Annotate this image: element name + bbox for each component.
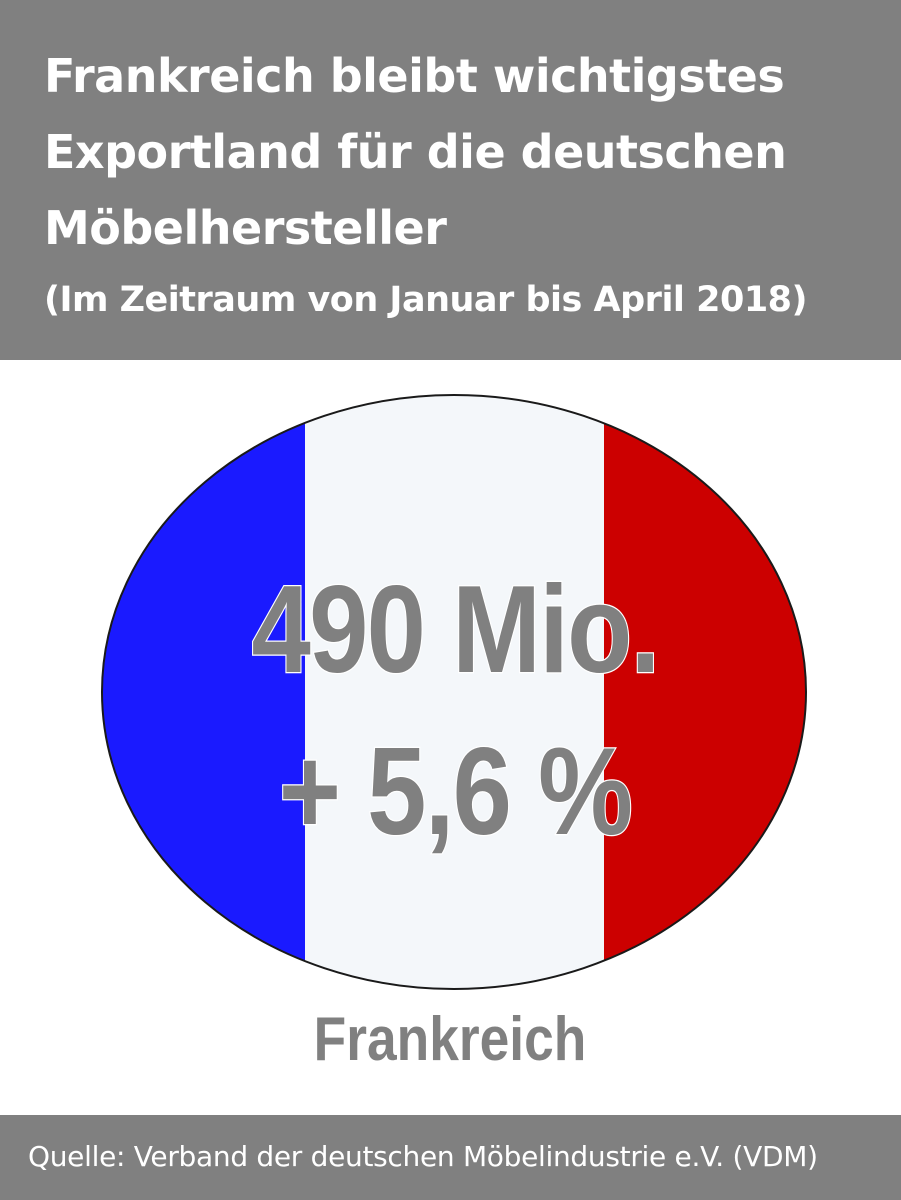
flag-white-stripe <box>305 395 604 989</box>
flag-oval-outline <box>101 394 807 990</box>
title-line-1: Frankreich bleibt wichtigstes <box>44 49 785 103</box>
infographic-title: Frankreich bleibt wichtigstes Exportland… <box>44 38 874 266</box>
header-banner: Frankreich bleibt wichtigstes Exportland… <box>0 0 901 360</box>
export-value: 490 Mio. <box>250 560 661 701</box>
title-line-2: Exportland für die deutschen <box>44 125 787 179</box>
source-note: Quelle: Verband der deutschen Möbelindus… <box>28 1140 818 1173</box>
footer-banner: Quelle: Verband der deutschen Möbelindus… <box>0 1115 901 1200</box>
infographic-subtitle: (Im Zeitraum von Januar bis April 2018) <box>44 280 808 320</box>
country-label: Frankreich <box>313 1005 587 1074</box>
french-flag-oval <box>101 394 807 990</box>
growth-percentage: + 5,6 % <box>278 722 634 863</box>
title-line-3: Möbelhersteller <box>44 201 447 255</box>
